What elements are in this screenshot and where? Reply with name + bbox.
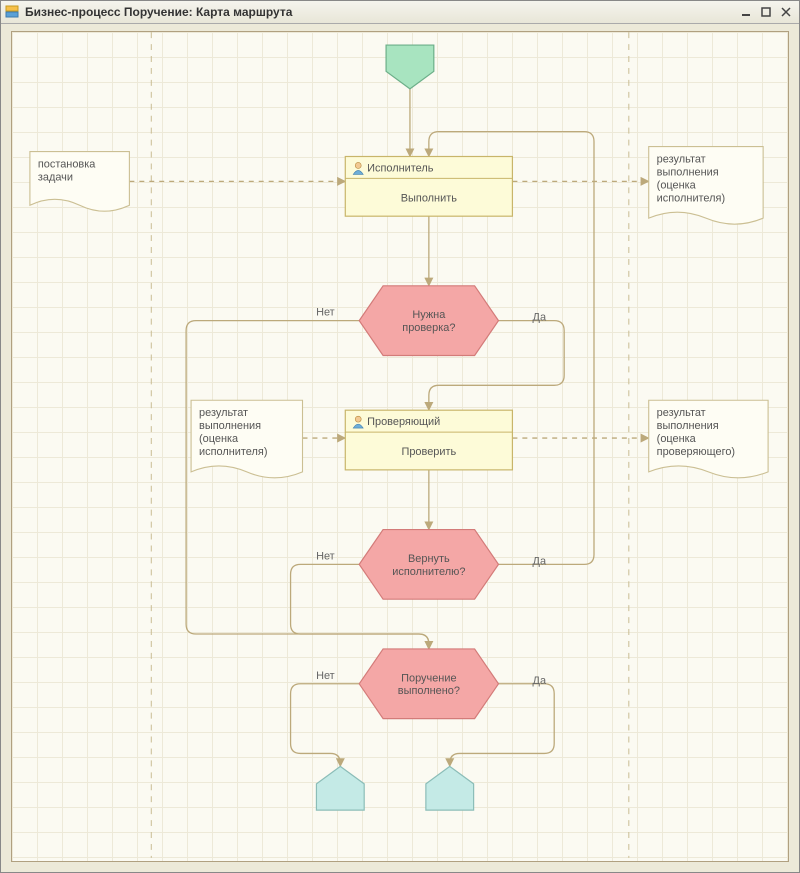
svg-text:исполнителя): исполнителя): [199, 446, 267, 458]
end-node-right[interactable]: [426, 766, 474, 810]
end-node-left[interactable]: [316, 766, 364, 810]
svg-text:Исполнитель: Исполнитель: [367, 162, 434, 174]
window-title: Бизнес-процесс Поручение: Карта маршрута: [25, 5, 735, 19]
diagram-svg: Да Нет Да Нет Да Нет Исполнитель Выполнить Нужна…: [12, 32, 788, 861]
svg-text:(оценка: (оценка: [199, 433, 239, 445]
svg-text:Проверить: Проверить: [401, 446, 456, 458]
svg-text:задачи: задачи: [38, 171, 73, 183]
svg-text:результат: результат: [199, 407, 248, 419]
svg-text:проверяющего): проверяющего): [657, 446, 735, 458]
title-bar: Бизнес-процесс Поручение: Карта маршрута: [1, 1, 799, 24]
maximize-button[interactable]: [757, 4, 775, 20]
canvas-frame: Да Нет Да Нет Да Нет Исполнитель Выполнить Нужна…: [11, 31, 789, 862]
svg-text:выполнения: выполнения: [657, 420, 719, 432]
task-reviewer[interactable]: Проверяющий Проверить: [345, 410, 512, 470]
svg-text:Да: Да: [533, 555, 547, 567]
svg-text:Вернуть: Вернуть: [408, 553, 450, 565]
svg-text:выполнения: выполнения: [199, 420, 261, 432]
svg-text:исполнителя): исполнителя): [657, 192, 725, 204]
app-icon: [5, 5, 19, 19]
svg-text:выполнения: выполнения: [657, 166, 719, 178]
svg-text:Нет: Нет: [316, 670, 335, 682]
task-executor[interactable]: Исполнитель Выполнить: [345, 156, 512, 216]
svg-text:(оценка: (оценка: [657, 179, 697, 191]
svg-text:исполнителю?: исполнителю?: [392, 566, 465, 578]
minimize-button[interactable]: [737, 4, 755, 20]
svg-text:проверка?: проверка?: [402, 322, 455, 334]
svg-text:Да: Да: [533, 675, 547, 687]
svg-text:результат: результат: [657, 407, 706, 419]
svg-text:(оценка: (оценка: [657, 433, 697, 445]
start-node[interactable]: [386, 45, 434, 89]
svg-text:Выполнить: Выполнить: [401, 192, 457, 204]
svg-text:Проверяющий: Проверяющий: [367, 416, 440, 428]
svg-text:результат: результат: [657, 153, 706, 165]
svg-text:Нет: Нет: [316, 307, 335, 319]
edge-dec3-no: [291, 684, 360, 767]
svg-text:выполнено?: выполнено?: [398, 685, 460, 697]
close-button[interactable]: [777, 4, 795, 20]
svg-text:Нет: Нет: [316, 550, 335, 562]
diagram-canvas[interactable]: Да Нет Да Нет Да Нет Исполнитель Выполнить Нужна…: [12, 32, 788, 861]
svg-text:Поручение: Поручение: [401, 672, 456, 684]
window-frame: Бизнес-процесс Поручение: Карта маршрута…: [0, 0, 800, 873]
svg-text:Нужна: Нужна: [412, 309, 446, 321]
svg-text:Да: Да: [533, 312, 547, 324]
svg-text:постановка: постановка: [38, 158, 96, 170]
